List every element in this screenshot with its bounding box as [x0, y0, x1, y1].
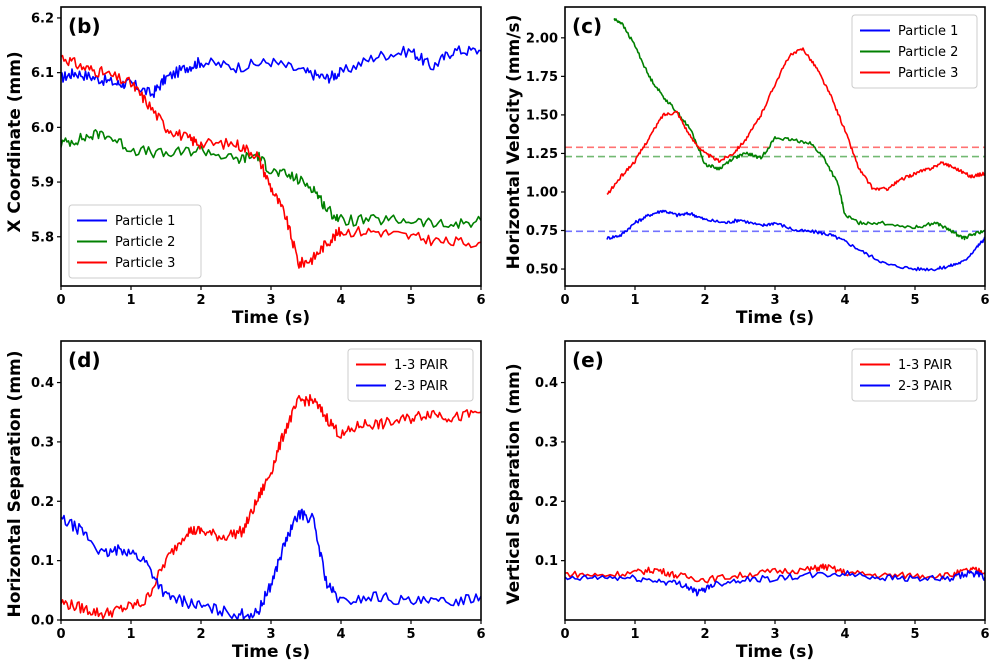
x-tick-label: 2	[700, 293, 709, 308]
x-tick-label: 4	[840, 293, 849, 308]
panel-c-ylabel: Horizontal Velocity (mm/s)	[504, 15, 524, 270]
chart-panel-c: Horizontal Velocity (mm/s) 0 1 2 3 4 5 6 0.50 0.…	[504, 6, 990, 328]
y-tick-label: 0.3	[535, 435, 558, 450]
plot-area	[61, 393, 481, 620]
legend-label-2: 2-3 PAIR	[394, 379, 448, 394]
chart-panel-b: X Coordinate (mm) 0 1 2 3 4 5 6 5.8 5.9 6.0 6.1 6.2…	[5, 6, 486, 328]
legend-label-2: 2-3 PAIR	[898, 379, 952, 394]
x-tick-label: 5	[910, 293, 919, 308]
x-axis-label: Time (s)	[232, 308, 310, 328]
x-tick-label: 6	[980, 627, 989, 642]
chart-panel-d: Horizontal Separation (mm) 0 1 2 3 4 5 6 0.0 0.1…	[5, 340, 486, 662]
x-tick-label: 5	[910, 627, 919, 642]
x-tick-label: 6	[476, 627, 485, 642]
legend: Particle 1 Particle 2 Particle 3	[68, 204, 202, 279]
series-line-1	[61, 393, 481, 620]
y-tick-label: 1.25	[526, 147, 558, 162]
x-axis-label: Time (s)	[232, 642, 310, 662]
y-tick-label: 0.1	[535, 554, 558, 569]
series-line-1	[606, 209, 985, 272]
x-tick-label: 1	[630, 627, 639, 642]
series-line-2	[61, 129, 481, 229]
y-tick-label: 0.0	[31, 614, 54, 629]
x-tick-label: 1	[630, 293, 639, 308]
x-axis-label: Time (s)	[736, 642, 814, 662]
panel-label: (e)	[572, 348, 604, 372]
x-axis-label: Time (s)	[736, 308, 814, 328]
chart-panel-e: Vertical Separation (mm) 0 1 2 3 4 5 6 0.1 0.2 0.…	[504, 340, 990, 662]
y-tick-label: 6.0	[31, 121, 54, 136]
x-tick-label: 1	[126, 627, 135, 642]
series-line-3	[606, 47, 985, 196]
y-tick-label: 1.00	[526, 185, 558, 200]
x-tick-label: 6	[980, 293, 989, 308]
x-tick-label: 0	[560, 293, 569, 308]
x-tick-label: 2	[196, 627, 205, 642]
legend-box	[851, 348, 978, 402]
legend-label-1: Particle 1	[898, 24, 958, 39]
panel-e-ylabel: Vertical Separation (mm)	[504, 363, 524, 604]
panel-b-ylabel: X Coordinate (mm)	[5, 51, 25, 232]
x-tick-label: 2	[700, 627, 709, 642]
panel-label: (d)	[68, 348, 101, 372]
series-line-3	[61, 54, 481, 269]
y-tick-label: 6.1	[31, 66, 54, 81]
y-tick-label: 1.50	[526, 108, 558, 123]
x-tick-label: 4	[336, 293, 345, 308]
x-tick-label: 3	[266, 293, 275, 308]
x-tick-label: 5	[406, 627, 415, 642]
y-tick-label: 0.4	[31, 376, 54, 391]
legend-label-1: 1-3 PAIR	[898, 358, 952, 373]
legend-label-3: Particle 3	[898, 66, 958, 81]
x-tick-label: 2	[196, 293, 205, 308]
x-tick-label: 3	[770, 627, 779, 642]
panel-label: (c)	[572, 14, 602, 38]
legend-label-3: Particle 3	[115, 256, 175, 271]
y-tick-label: 0.2	[31, 495, 54, 510]
y-tick-label: 2.00	[526, 31, 558, 46]
x-tick-label: 3	[266, 627, 275, 642]
y-tick-label: 5.9	[31, 176, 54, 191]
legend: 1-3 PAIR 2-3 PAIR	[347, 348, 474, 402]
y-tick-label: 0.3	[31, 435, 54, 450]
y-tick-label: 0.2	[535, 495, 558, 510]
x-tick-label: 5	[406, 293, 415, 308]
y-tick-label: 0.1	[31, 554, 54, 569]
y-tick-label: 0.50	[526, 263, 558, 278]
legend-label-1: Particle 1	[115, 214, 175, 229]
x-tick-label: 0	[56, 627, 65, 642]
legend-box	[851, 14, 978, 89]
legend-label-1: 1-3 PAIR	[394, 358, 448, 373]
plot-area	[61, 45, 481, 269]
x-tick-label: 3	[770, 293, 779, 308]
plot-area	[565, 18, 985, 272]
series-line-2	[61, 508, 481, 620]
y-tick-label: 0.4	[535, 376, 558, 391]
y-tick-label: 5.8	[31, 230, 54, 245]
legend-label-2: Particle 2	[115, 235, 175, 250]
x-tick-label: 1	[126, 293, 135, 308]
series-line-1	[61, 45, 481, 99]
x-tick-label: 6	[476, 293, 485, 308]
y-tick-label: 0.75	[526, 224, 558, 239]
plot-area	[565, 563, 985, 597]
legend: Particle 1 Particle 2 Particle 3	[851, 14, 978, 89]
y-tick-label: 1.75	[526, 70, 558, 85]
legend-box	[68, 204, 202, 279]
series-line-2	[613, 18, 985, 241]
panel-label: (b)	[68, 14, 101, 38]
panel-d-ylabel: Horizontal Separation (mm)	[5, 350, 25, 617]
legend-box	[347, 348, 474, 402]
series-line-2	[565, 569, 985, 597]
x-tick-label: 0	[560, 627, 569, 642]
x-tick-label: 0	[56, 293, 65, 308]
legend-label-2: Particle 2	[898, 45, 958, 60]
x-tick-label: 4	[840, 627, 849, 642]
legend: 1-3 PAIR 2-3 PAIR	[851, 348, 978, 402]
x-tick-label: 4	[336, 627, 345, 642]
y-tick-label: 6.2	[31, 11, 54, 26]
